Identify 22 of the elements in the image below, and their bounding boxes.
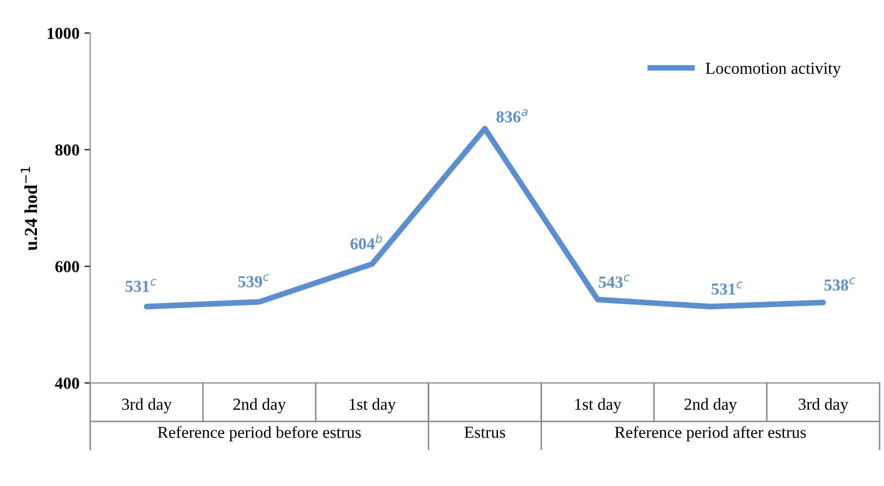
y-tick-label: 400 [54,378,80,389]
x-tick-label: 2nd day [233,398,286,414]
data-label: 539$^{c}$ [238,274,270,288]
y-tick-label: 600 [55,261,80,272]
text: Estrus [464,426,506,438]
data-label: 531$^{c}$ [126,278,156,292]
x-tick-label: 1st day [350,398,396,414]
x-tick-label: 3rd day [122,398,172,414]
data-label: 531$^{c}$ [712,282,742,295]
y-tick-label: 800 [55,144,80,156]
text: Reference period after estrus [614,426,806,442]
data-label: 538$^{c}$ [824,278,856,291]
y-axis-title: u.24 hod$^{−1}$ [20,166,38,251]
x-tick-label: 1st day [575,398,622,414]
data-label: 604$^{b}$ [350,234,382,250]
x-tick-label: 2nd day [684,398,737,414]
data-label: 836$^{a}$ [496,109,528,122]
legend-label: Locomotion activity [706,62,841,78]
y-tick-label: 1000 [48,28,80,39]
text: Reference period before estrus [158,426,361,442]
data-label: 543$^{c}$ [598,274,630,288]
x-tick-label: 3rd day [798,398,848,414]
